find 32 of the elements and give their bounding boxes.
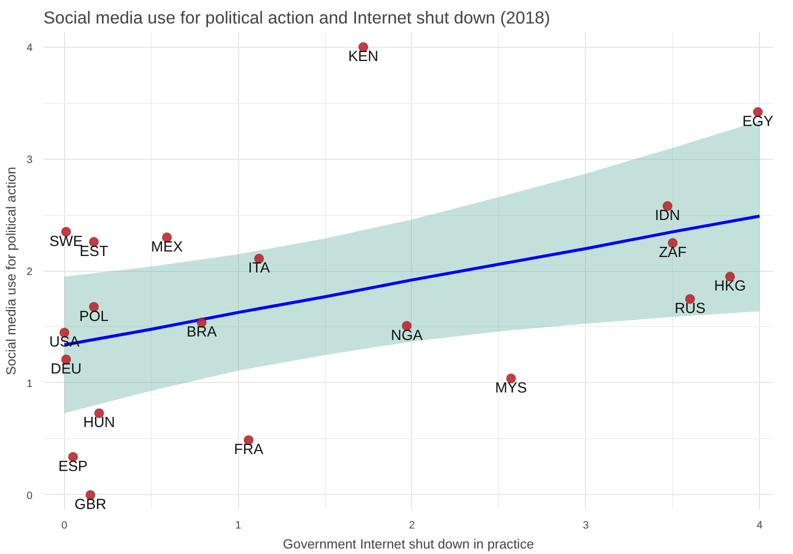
annotation: RUS (674, 300, 706, 317)
annotation: DEU (50, 361, 82, 378)
annotation: USA (49, 334, 80, 351)
x-tick-label: 3 (582, 520, 589, 532)
y-axis-title: Social media use for political action (4, 166, 19, 376)
annotation: HUN (83, 415, 116, 432)
annotation: MEX (151, 239, 184, 256)
y-tick-label: 2 (26, 266, 33, 278)
annotation: HKG (714, 278, 746, 295)
x-tick-label: 0 (61, 520, 68, 532)
annotation: ZAF (658, 245, 687, 262)
annotation: EGY (742, 114, 774, 130)
x-tick-label: 4 (756, 520, 763, 532)
annotation: POL (79, 308, 109, 325)
annotation: MYS (495, 380, 528, 396)
annotation: NGA (390, 328, 423, 344)
annotation: EST (80, 244, 108, 260)
annotation: IDN (654, 208, 680, 224)
annotation: ITA (248, 260, 270, 277)
x-tick-label: 1 (235, 520, 242, 532)
annotation: KEN (348, 49, 378, 66)
y-tick-label: 3 (26, 154, 33, 166)
annotation: ESP (58, 458, 88, 475)
annotation: GBR (74, 496, 106, 513)
annotation: BRA (186, 324, 217, 341)
chart-title: Social media use for political action and Internet shut down (2018) (44, 8, 550, 28)
annotation: FRA (234, 442, 264, 458)
y-tick-label: 0 (26, 490, 33, 502)
y-tick-label: 1 (26, 378, 33, 390)
x-tick-label: 2 (409, 520, 416, 532)
x-axis-title: Government Internet shut down in practice (282, 536, 534, 552)
y-tick-label: 4 (26, 42, 33, 54)
